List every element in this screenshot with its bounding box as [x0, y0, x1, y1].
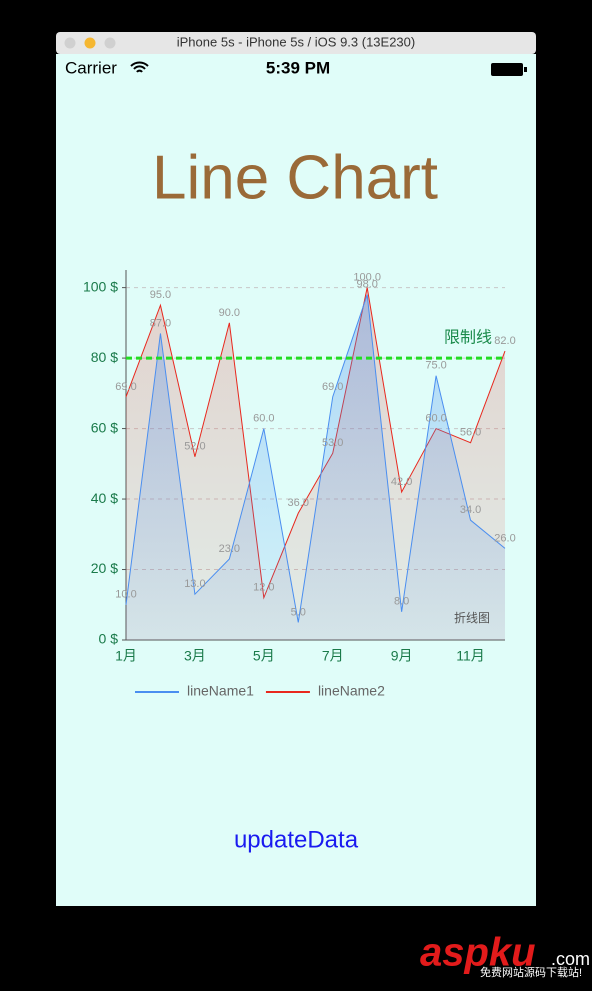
legend-label: lineName2 [318, 683, 385, 699]
limit-label: 限制线 [444, 328, 492, 346]
chart-title: Line Chart [152, 143, 438, 212]
y-tick-label: 40 $ [91, 490, 118, 506]
value-label: 36.0 [288, 497, 309, 509]
y-tick-label: 0 $ [99, 631, 119, 647]
battery-icon [491, 63, 523, 76]
value-label: 42.0 [391, 476, 412, 488]
chart-description: 折线图 [454, 610, 490, 625]
value-label: 98.0 [356, 279, 377, 291]
y-tick-label: 60 $ [91, 419, 118, 435]
value-label: 90.0 [219, 307, 240, 319]
chart: 0 $ 20 $ 40 $ 60 $ 80 $ 100 $ 1月 3月 5月 7月 9月 11月 10.… [83, 270, 516, 699]
x-tick-label: 1月 [115, 648, 137, 664]
close-button[interactable] [64, 37, 76, 49]
line [125, 294, 506, 623]
value-label: 95.0 [150, 289, 171, 301]
time: 5:39 PM [266, 58, 330, 77]
x-tick-label: 11月 [456, 648, 485, 664]
window-title: iPhone 5s - iPhone 5s / iOS 9.3 (13E230) [177, 34, 415, 49]
value-label: 5.0 [291, 606, 306, 618]
watermark-brand: aspku [420, 931, 536, 975]
value-label: 100.0 [353, 272, 381, 284]
y-tick-label: 100 $ [83, 278, 118, 294]
legend-label: lineName1 [187, 683, 254, 699]
value-label: 26.0 [494, 532, 515, 544]
x-tick-label: 9月 [391, 648, 413, 664]
value-label: 13.0 [184, 578, 205, 590]
value-label: 56.0 [460, 427, 481, 439]
value-label: 69.0 [322, 381, 343, 393]
watermark-domain: .com [551, 949, 590, 969]
battery-tip [524, 67, 527, 72]
value-label: 10.0 [115, 589, 136, 601]
value-label: 53.0 [322, 437, 343, 449]
x-tick-label: 5月 [253, 648, 275, 664]
value-label: 75.0 [425, 360, 446, 372]
window-titlebar [56, 32, 536, 54]
x-tick-label: 7月 [322, 648, 344, 664]
minimize-button[interactable] [84, 37, 96, 49]
value-label: 60.0 [253, 412, 274, 424]
y-tick-label: 20 $ [91, 560, 118, 576]
x-tick-label: 3月 [184, 648, 206, 664]
value-label: 60.0 [425, 412, 446, 424]
value-label: 8.0 [394, 596, 409, 608]
carrier: Carrier [65, 58, 117, 77]
wifi-icon [130, 61, 149, 73]
value-label: 69.0 [115, 381, 136, 393]
value-label: 52.0 [184, 441, 205, 453]
watermark-tagline: 免费网站源码下载站! [480, 965, 582, 979]
value-label: 82.0 [494, 335, 515, 347]
value-label: 34.0 [460, 504, 481, 516]
value-label: 23.0 [219, 543, 240, 555]
update-button[interactable]: updateData [234, 826, 359, 853]
y-tick-label: 80 $ [91, 349, 118, 365]
value-label: 87.0 [150, 317, 171, 329]
value-label: 12.0 [253, 582, 274, 594]
zoom-button[interactable] [104, 37, 116, 49]
